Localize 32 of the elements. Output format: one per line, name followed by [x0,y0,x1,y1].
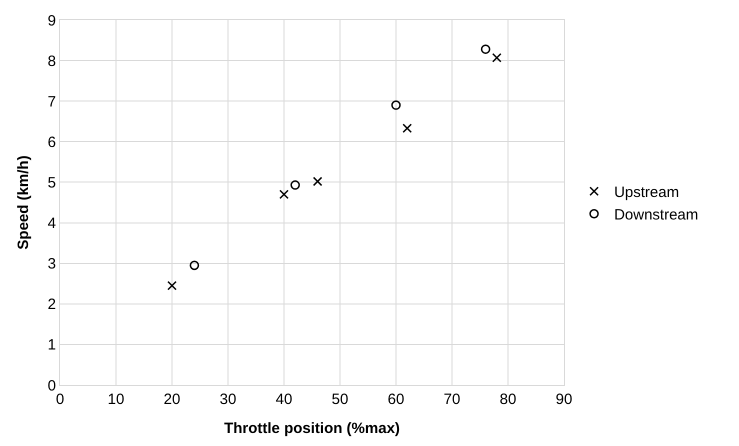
point [167,280,177,290]
y-tick-label: 3 [48,256,56,273]
x-tick-label: 40 [276,391,292,408]
y-tick-label: 1 [48,336,56,354]
point [312,176,322,186]
x-tick-label: 70 [444,391,460,408]
x-tick-label: 50 [332,391,348,408]
point [480,44,490,54]
y-tick-label: 2 [48,296,56,314]
y-tick-label: 6 [48,134,56,151]
point [492,52,502,62]
x-tick-label: 90 [556,391,572,408]
x-tick-label: 30 [220,391,236,408]
point [391,100,401,110]
legend-label: Downstream [614,206,698,224]
x-tick-label: 20 [164,391,180,408]
x-axis-title: Throttle position (%max) [224,420,400,437]
point [290,180,300,190]
y-tick-label: 9 [48,12,56,30]
point [402,124,412,134]
y-tick-label: 0 [48,377,56,394]
y-tick-label: 5 [48,174,56,192]
y-axis-title: Speed (km/h) [14,155,32,250]
x-tick-label: 10 [108,391,124,408]
y-tick-label: 8 [48,52,56,70]
point [279,190,289,200]
x-tick-label: 60 [388,391,404,408]
legend-label: Upstream [614,184,680,202]
point [190,260,200,270]
y-tick-label: 7 [48,93,56,110]
x-tick-label: 80 [500,391,516,408]
y-tick-label: 4 [48,215,56,232]
